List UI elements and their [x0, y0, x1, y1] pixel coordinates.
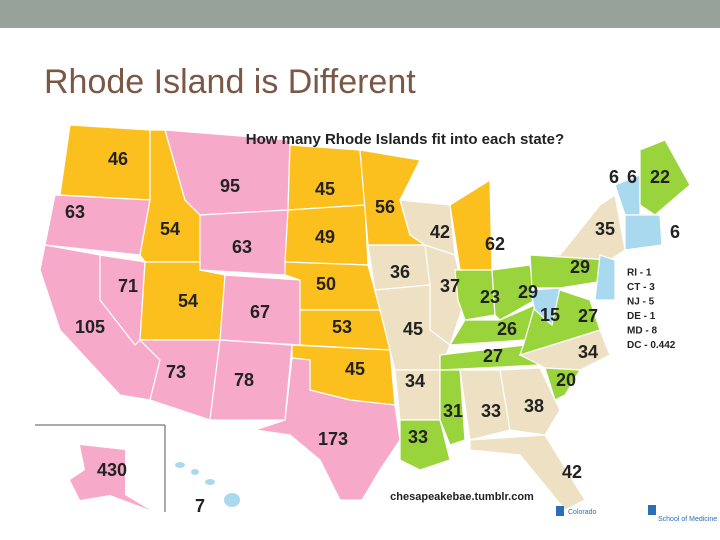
state	[439, 369, 466, 446]
state	[138, 339, 221, 421]
state	[449, 178, 493, 271]
state	[99, 254, 146, 346]
state-label: 37	[440, 276, 460, 296]
state	[287, 144, 366, 211]
alaska	[70, 445, 150, 510]
logo-text: School of Medicine	[658, 516, 717, 523]
state-label: 36	[390, 262, 410, 282]
state-label: 78	[234, 370, 254, 390]
state-label: 6	[609, 167, 619, 187]
state	[399, 419, 451, 471]
slide-title: Rhode Island is Different	[44, 63, 416, 101]
state-label: 29	[518, 282, 538, 302]
state-label: 42	[562, 462, 582, 482]
state-label: 54	[160, 219, 180, 239]
state-label: 67	[250, 302, 270, 322]
state-label: 27	[578, 306, 598, 326]
state-label: 45	[315, 179, 335, 199]
state	[59, 124, 151, 201]
state-label: 54	[178, 291, 198, 311]
state-label: 34	[405, 371, 425, 391]
state-label: 173	[318, 429, 348, 449]
state-label: 105	[75, 317, 105, 337]
legend: RI - 1 CT - 3 NJ - 5 DE - 1 MD - 8 DC - 0.442	[627, 268, 676, 352]
state-label: 63	[232, 237, 252, 257]
state-label: 15	[540, 305, 560, 325]
state-label: 23	[480, 287, 500, 307]
state-label: 29	[570, 257, 590, 277]
state	[469, 434, 586, 511]
state-label: 62	[485, 234, 505, 254]
state-label: 34	[578, 342, 598, 362]
state-label: 26	[497, 319, 517, 339]
legend-entry: MD - 8	[627, 326, 657, 337]
logo-icon	[648, 505, 656, 515]
state	[529, 287, 561, 327]
state-label: 45	[403, 319, 423, 339]
legend-entry: NJ - 5	[627, 297, 655, 308]
state	[594, 254, 616, 301]
state-label: 42	[430, 222, 450, 242]
map-title: How many Rhode Islands fit into each sta…	[246, 131, 564, 148]
state	[454, 269, 496, 321]
state	[491, 264, 536, 321]
state-label: 49	[315, 227, 335, 247]
state-label: 53	[332, 317, 352, 337]
state-label: 430	[97, 460, 127, 480]
state-label: 71	[118, 276, 138, 296]
state-label: 20	[556, 370, 576, 390]
state-label: 45	[345, 359, 365, 379]
top-bar	[0, 0, 720, 28]
state-label: 63	[65, 202, 85, 222]
legend-entry: CT - 3	[627, 282, 655, 293]
state-label: 46	[108, 149, 128, 169]
state	[44, 194, 151, 256]
state-label: 50	[316, 274, 336, 294]
state	[254, 357, 401, 501]
state-label: 27	[483, 346, 503, 366]
legend-entry: RI - 1	[627, 268, 652, 279]
state-label: 22	[650, 167, 670, 187]
logo-text: Colorado	[568, 509, 597, 516]
map	[35, 124, 691, 512]
state-label: 33	[481, 401, 501, 421]
hawaii	[175, 462, 240, 507]
state-label: 7	[195, 496, 205, 516]
legend-entry: DE - 1	[627, 311, 656, 322]
state	[544, 367, 582, 401]
state-label: 31	[443, 401, 463, 421]
state-label: 6	[670, 222, 680, 242]
source: chesapeakebae.tumblr.com	[390, 491, 534, 503]
state-label: 38	[524, 396, 544, 416]
logo-icon	[556, 506, 564, 516]
state-label: 33	[408, 427, 428, 447]
state-label: 56	[375, 197, 395, 217]
state	[499, 367, 561, 436]
state-label: 95	[220, 176, 240, 196]
legend-entry: DC - 0.442	[627, 340, 676, 351]
state-label: 73	[166, 362, 186, 382]
state-label: 6	[627, 167, 637, 187]
state-label: 35	[595, 219, 615, 239]
state	[639, 139, 691, 216]
state	[624, 214, 663, 251]
